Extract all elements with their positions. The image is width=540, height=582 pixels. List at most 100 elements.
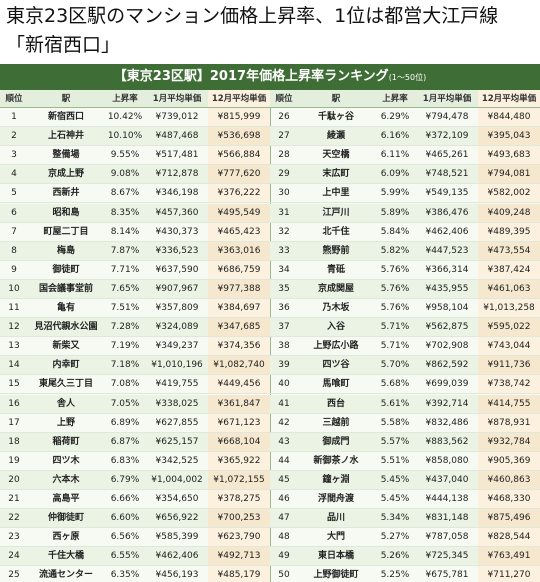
jan-price: ¥1,010,196 bbox=[146, 356, 208, 376]
jan-price: ¥748,521 bbox=[416, 165, 478, 185]
rate: 5.70% bbox=[374, 356, 416, 376]
dec-price: ¥1,072,155 bbox=[208, 470, 270, 490]
rate: 7.65% bbox=[104, 279, 146, 299]
title-line: 東京23区駅のマンション価格上昇率、1位は都営大江戸線 bbox=[6, 5, 499, 27]
dec-price: ¥374,356 bbox=[208, 337, 270, 357]
dec-price: ¥460,863 bbox=[478, 470, 540, 490]
rank: 40 bbox=[270, 375, 298, 395]
rank: 39 bbox=[270, 356, 298, 376]
station: 天空橋 bbox=[298, 146, 374, 166]
station: 大門 bbox=[298, 528, 374, 548]
rank: 13 bbox=[0, 337, 28, 357]
rate: 5.26% bbox=[374, 547, 416, 567]
rate: 7.08% bbox=[104, 375, 146, 395]
jan-price: ¥832,486 bbox=[416, 414, 478, 433]
dec-price: ¥844,480 bbox=[478, 108, 540, 127]
station: 末広町 bbox=[298, 165, 374, 185]
station: 四ツ木 bbox=[28, 452, 104, 471]
station: 入谷 bbox=[298, 318, 374, 338]
station: 西台 bbox=[298, 394, 374, 414]
rank: 15 bbox=[0, 375, 28, 395]
jan-price: ¥907,967 bbox=[146, 279, 208, 299]
station: 四ツ谷 bbox=[298, 356, 374, 376]
dec-price: ¥711,270 bbox=[478, 566, 540, 582]
jan-price: ¥372,109 bbox=[416, 127, 478, 147]
station: 鐘ヶ淵 bbox=[298, 470, 374, 490]
station: 千住大橋 bbox=[28, 547, 104, 567]
dec-price: ¥492,713 bbox=[208, 547, 270, 567]
dec-price: ¥828,544 bbox=[478, 528, 540, 548]
dec-price: ¥875,496 bbox=[478, 509, 540, 529]
rate: 5.76% bbox=[374, 299, 416, 318]
station: 亀有 bbox=[28, 299, 104, 318]
dec-price: ¥815,999 bbox=[208, 108, 270, 127]
station: 仲御徒町 bbox=[28, 509, 104, 529]
station: 東尾久三丁目 bbox=[28, 375, 104, 395]
rank: 48 bbox=[270, 528, 298, 548]
jan-price: ¥456,193 bbox=[146, 566, 208, 582]
rank: 47 bbox=[270, 509, 298, 529]
jan-price: ¥338,025 bbox=[146, 394, 208, 414]
column-header: 駅 bbox=[298, 90, 374, 108]
jan-price: ¥366,314 bbox=[416, 261, 478, 280]
rate: 5.57% bbox=[374, 432, 416, 452]
column-header: 駅 bbox=[28, 90, 104, 108]
rate: 9.08% bbox=[104, 165, 146, 185]
station: 御徒町 bbox=[28, 261, 104, 280]
station: 江戸川 bbox=[298, 203, 374, 223]
jan-price: ¥419,755 bbox=[146, 375, 208, 395]
jan-price: ¥437,040 bbox=[416, 470, 478, 490]
jan-price: ¥342,525 bbox=[146, 452, 208, 471]
rank: 43 bbox=[270, 432, 298, 452]
dec-price: ¥384,697 bbox=[208, 299, 270, 318]
dec-price: ¥777,620 bbox=[208, 165, 270, 185]
jan-price: ¥517,481 bbox=[146, 146, 208, 166]
rank: 50 bbox=[270, 566, 298, 582]
jan-price: ¥725,345 bbox=[416, 547, 478, 567]
station: 北千住 bbox=[298, 223, 374, 242]
dec-price: ¥347,685 bbox=[208, 318, 270, 338]
dec-price: ¥485,179 bbox=[208, 566, 270, 582]
rank: 44 bbox=[270, 452, 298, 471]
dec-price: ¥582,002 bbox=[478, 184, 540, 204]
dec-price: ¥700,253 bbox=[208, 509, 270, 529]
station: 西ヶ原 bbox=[28, 528, 104, 548]
jan-price: ¥487,468 bbox=[146, 127, 208, 147]
station: 上中里 bbox=[298, 184, 374, 204]
dec-price: ¥536,698 bbox=[208, 127, 270, 147]
rank: 3 bbox=[0, 146, 28, 166]
column-header: 12月平均単価 bbox=[478, 90, 540, 108]
jan-price: ¥465,261 bbox=[416, 146, 478, 166]
dec-price: ¥493,683 bbox=[478, 146, 540, 166]
rate: 7.19% bbox=[104, 337, 146, 357]
dec-price: ¥465,423 bbox=[208, 222, 270, 242]
ranking-table: 【東京23区駅】2017年価格上昇率ランキング(1～50位) 順位駅上昇率 1月平… bbox=[0, 64, 540, 582]
rank: 41 bbox=[270, 394, 298, 414]
station: 稲荷町 bbox=[28, 432, 104, 452]
station: 京成関屋 bbox=[298, 279, 374, 299]
rate: 5.99% bbox=[374, 184, 416, 204]
dec-price: ¥623,790 bbox=[208, 528, 270, 548]
rate: 5.45% bbox=[374, 490, 416, 509]
jan-price: ¥1,004,002 bbox=[146, 470, 208, 490]
rate: 6.66% bbox=[104, 490, 146, 509]
station: 御成門 bbox=[298, 432, 374, 452]
station: 六本木 bbox=[28, 470, 104, 490]
rate: 5.76% bbox=[374, 261, 416, 280]
rate: 5.68% bbox=[374, 375, 416, 395]
dec-price: ¥376,222 bbox=[208, 184, 270, 204]
jan-price: ¥444,138 bbox=[416, 490, 478, 509]
station: 青砥 bbox=[298, 261, 374, 280]
station: 舎人 bbox=[28, 394, 104, 414]
rank: 5 bbox=[0, 184, 28, 204]
rank: 30 bbox=[270, 184, 298, 204]
jan-price: ¥392,714 bbox=[416, 394, 478, 414]
rank: 9 bbox=[0, 261, 28, 280]
dec-price: ¥387,424 bbox=[478, 260, 540, 280]
jan-price: ¥457,360 bbox=[146, 203, 208, 223]
rank: 25 bbox=[0, 566, 28, 582]
jan-price: ¥883,562 bbox=[416, 432, 478, 452]
rate: 6.29% bbox=[374, 108, 416, 127]
column-header: 12月平均単価 bbox=[208, 90, 270, 108]
